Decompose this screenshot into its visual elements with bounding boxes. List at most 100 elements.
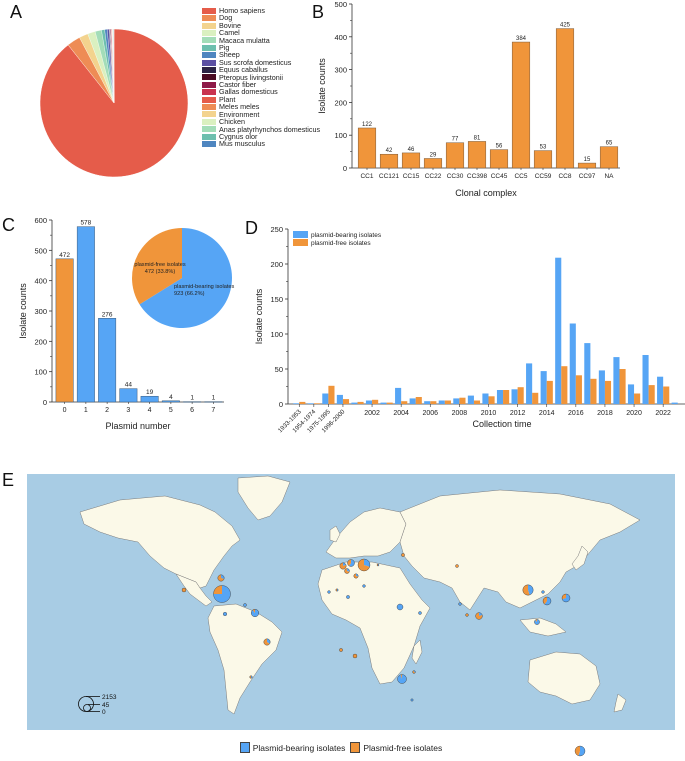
bar-plasmid-free (634, 393, 641, 404)
bar-plasmid-bearing (482, 393, 489, 404)
svg-text:2: 2 (105, 407, 109, 414)
legend-swatch-icon (202, 111, 216, 118)
bar-plasmid-bearing (584, 343, 591, 404)
svg-text:81: 81 (474, 135, 481, 141)
bar (161, 400, 180, 403)
bar-plasmid-bearing (511, 389, 518, 404)
bar-plasmid-free (648, 385, 655, 404)
svg-text:7: 7 (211, 407, 215, 414)
legend-label: Castor fiber (219, 80, 257, 90)
legend-item: Environment (202, 110, 320, 118)
bar-plasmid-bearing (322, 393, 329, 404)
legend-item: Plant (202, 94, 320, 104)
country-pie (458, 602, 462, 606)
svg-text:500: 500 (334, 0, 347, 9)
svg-text:2014: 2014 (539, 410, 555, 417)
legend-item: Pig (202, 44, 320, 51)
svg-text:plasmid-bearing isolates: plasmid-bearing isolates (311, 232, 382, 239)
legend-item: Gallas domesticus (202, 87, 320, 97)
legend-label-plasmid-free: Plasmid-free isolates (363, 742, 443, 753)
legend-swatch-icon (202, 59, 216, 66)
svg-text:46: 46 (408, 147, 415, 153)
svg-text:100: 100 (270, 330, 283, 339)
svg-text:100: 100 (34, 368, 47, 377)
country-pie (335, 588, 339, 592)
svg-text:plasmid-free isolates: plasmid-free isolates (311, 240, 371, 247)
country-pie (213, 585, 231, 603)
svg-text:600: 600 (34, 216, 47, 225)
blue-swatch-icon (239, 742, 250, 753)
bar (599, 146, 619, 169)
bar-plasmid-bearing (336, 394, 343, 404)
country-pie (353, 573, 359, 579)
svg-text:276: 276 (102, 311, 113, 318)
svg-text:200: 200 (34, 337, 47, 346)
host-species-pie-chart (39, 28, 189, 178)
bar-plasmid-free (328, 385, 335, 404)
legend-swatch-icon (202, 52, 216, 59)
country-pie (362, 584, 366, 588)
bar-plasmid-free (299, 401, 306, 404)
svg-text:plasmid-bearing isolates: plasmid-bearing isolates (174, 284, 235, 290)
legend-swatch-icon (202, 141, 216, 148)
bar (555, 28, 575, 169)
svg-text:CC59: CC59 (535, 173, 552, 180)
svg-text:Isolate counts: Isolate counts (254, 288, 264, 344)
bar (119, 388, 138, 403)
svg-text:384: 384 (516, 36, 527, 42)
bar (467, 141, 487, 169)
legend-item: Meles meles (202, 102, 320, 112)
svg-text:4: 4 (169, 394, 173, 401)
bar-plasmid-bearing (365, 400, 373, 404)
legend-label: Mus musculus (219, 139, 265, 149)
svg-text:250: 250 (270, 225, 283, 234)
svg-text:CC121: CC121 (379, 173, 400, 180)
svg-text:200: 200 (334, 98, 347, 107)
legend-label: Plant (219, 94, 236, 104)
legend-swatch-icon (202, 89, 216, 96)
bar-plasmid-bearing (293, 403, 300, 404)
legend-label: Pteropus livingstonii (219, 72, 283, 82)
bar-plasmid-bearing (613, 357, 620, 404)
bar (379, 153, 399, 169)
legend-swatch-icon (202, 103, 216, 110)
bar (98, 318, 117, 403)
svg-text:578: 578 (80, 220, 91, 227)
svg-text:0: 0 (43, 398, 47, 407)
bar-plasmid-bearing (526, 363, 533, 404)
legend-label: Equus caballus (219, 65, 268, 75)
svg-text:1: 1 (84, 407, 88, 414)
plasmid-number-bar-chart: 0100200300400500600472057812762443194451… (18, 216, 235, 431)
legend-label: Chicken (219, 117, 245, 127)
legend-item-plasmid-free: Plasmid-free isolates (350, 742, 442, 753)
bar-plasmid-free (663, 386, 670, 404)
country-pie (243, 603, 247, 607)
legend-label: Meles meles (219, 102, 260, 112)
legend-item: Equus caballus (202, 65, 320, 75)
svg-text:CC15: CC15 (403, 173, 420, 180)
country-pie (357, 558, 371, 572)
svg-text:2002: 2002 (364, 410, 380, 417)
country-pie (217, 574, 225, 582)
legend-label: Macaca mulatta (219, 35, 270, 45)
country-pie (346, 595, 350, 599)
svg-text:19: 19 (146, 389, 154, 396)
landmass (411, 639, 423, 665)
bar (140, 395, 159, 403)
landmass (613, 693, 627, 713)
bar-plasmid-bearing (467, 395, 474, 404)
svg-text:5: 5 (169, 407, 173, 414)
svg-text:1: 1 (212, 395, 216, 402)
country-pie (397, 674, 407, 684)
legend-label: Gallas domesticus (219, 87, 278, 97)
svg-text:53: 53 (540, 145, 547, 151)
landmass (527, 651, 601, 705)
svg-text:56: 56 (496, 144, 503, 150)
svg-text:15: 15 (584, 157, 591, 163)
svg-text:122: 122 (362, 122, 373, 128)
country-pie (396, 603, 404, 611)
bar (357, 127, 377, 169)
country-pie (339, 562, 347, 570)
bar-plasmid-bearing (598, 370, 605, 404)
